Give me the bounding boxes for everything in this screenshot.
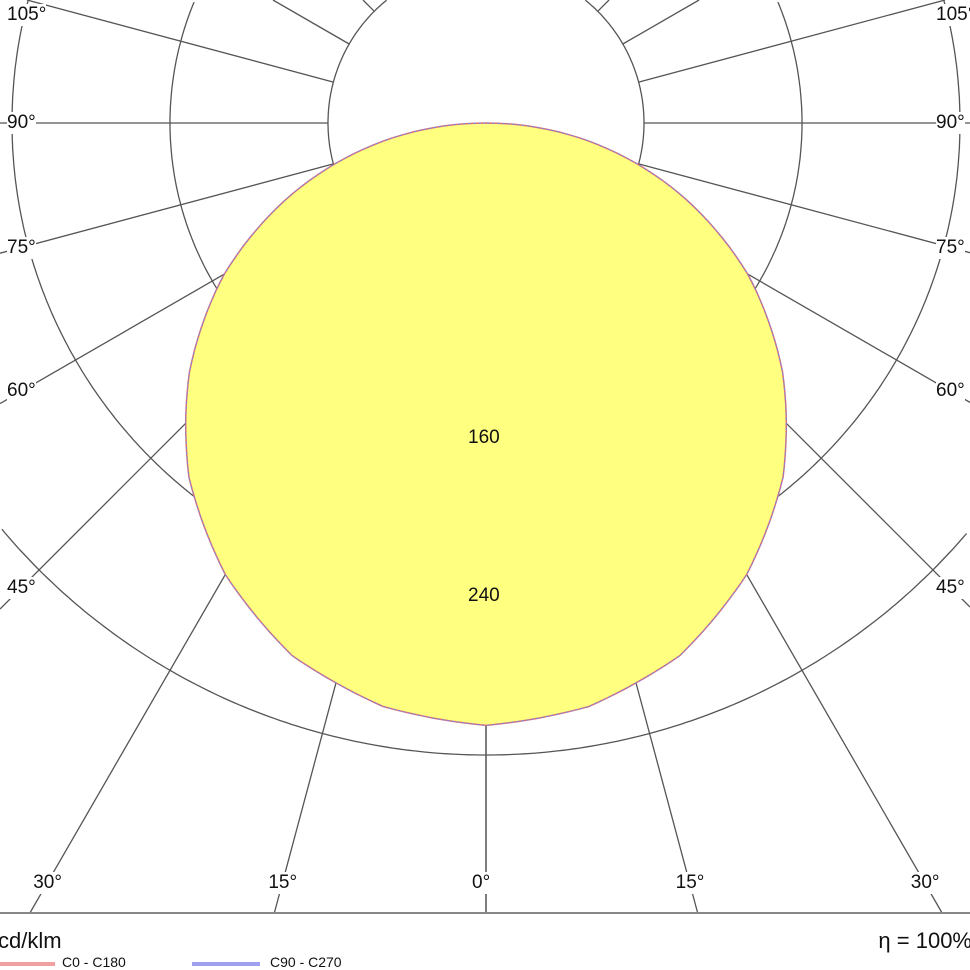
legend-swatch-c90-c270: [192, 962, 260, 966]
grid-ring: [584, 0, 645, 123]
angle-label: 15°: [675, 872, 705, 894]
radial-line-right: [622, 0, 700, 45]
angle-label: 60°: [936, 380, 965, 403]
legend-label-c0-c180: C0 - C180: [62, 954, 126, 970]
angle-label: 90°: [936, 112, 965, 134]
angle-label: 105°: [936, 4, 970, 26]
radial-line-right: [638, 163, 970, 254]
unit-label: cd/klm: [0, 928, 62, 953]
distribution-fill: [185, 123, 787, 726]
angle-label: 15°: [268, 872, 298, 894]
radial-line-left: [362, 0, 375, 12]
legend-label-c90-c270: C90 - C270: [270, 954, 342, 970]
radial-line-left: [272, 0, 350, 45]
grid-ring: [777, 1, 803, 123]
radial-line-left: [0, 163, 334, 254]
radial-line-right: [597, 0, 610, 12]
angle-label: 30°: [33, 872, 62, 894]
angle-label: 0°: [472, 872, 491, 894]
angle-label: 105°: [7, 4, 47, 26]
angle-label: 90°: [7, 112, 36, 134]
ring-label: 160: [468, 427, 500, 448]
curve-c90-c270: [185, 122, 787, 726]
angle-label: 75°: [936, 236, 965, 259]
grid-ring: [1, 528, 968, 756]
angle-label: 45°: [936, 577, 965, 599]
angle-label: 45°: [7, 577, 36, 599]
angle-label: 60°: [7, 380, 36, 403]
angle-label: 30°: [910, 872, 940, 894]
ring-label: 240: [468, 585, 500, 606]
angle-label: 75°: [7, 236, 36, 259]
efficiency-label: η = 100%: [878, 928, 970, 953]
legend-swatch-c0-c180: [0, 962, 55, 966]
